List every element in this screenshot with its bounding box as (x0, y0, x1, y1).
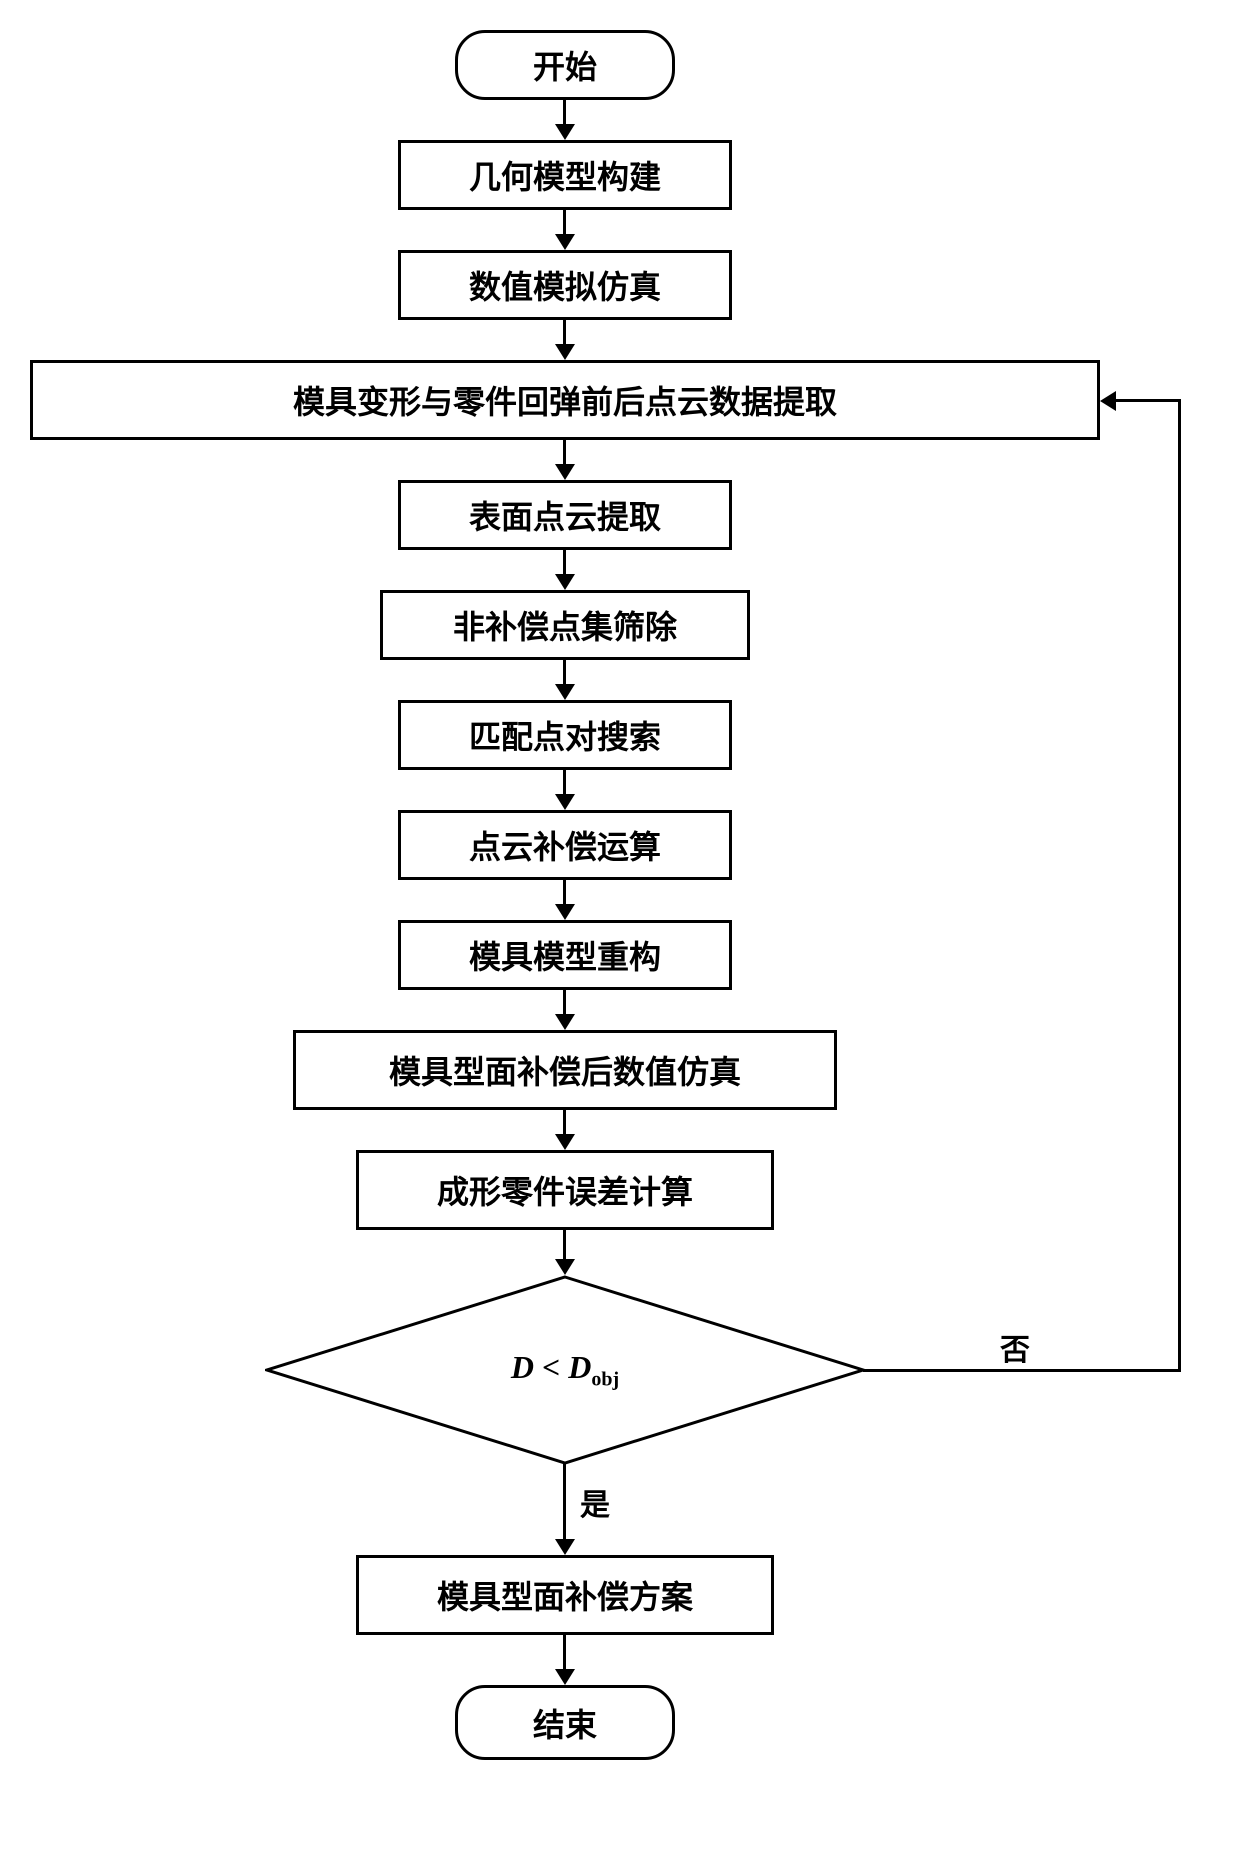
node-noncomp-filter-label: 非补偿点集筛除 (453, 602, 677, 648)
node-end: 结束 (455, 1685, 675, 1760)
edge-n8-n9-head (555, 1014, 575, 1030)
node-match-search-label: 匹配点对搜索 (469, 712, 661, 758)
node-error-calc-label: 成形零件误差计算 (437, 1167, 693, 1213)
edge-n6-n7-head (555, 794, 575, 810)
edge-n5-n6-head (555, 684, 575, 700)
node-comp-compute-label: 点云补偿运算 (469, 822, 661, 868)
edge-n9-n10-head (555, 1134, 575, 1150)
edge-n1-n2-head (555, 234, 575, 250)
node-mold-rebuild: 模具模型重构 (398, 920, 732, 990)
node-comp-scheme: 模具型面补偿方案 (356, 1555, 774, 1635)
edge-n3-n4-head (555, 464, 575, 480)
node-comp-scheme-label: 模具型面补偿方案 (437, 1572, 693, 1618)
edge-no-seg1 (863, 1369, 1181, 1372)
edge-n4-n5-head (555, 574, 575, 590)
edge-yes-label: 是 (580, 1480, 610, 1524)
edge-no-seg2 (1178, 399, 1181, 1372)
edge-n11-end (563, 1635, 566, 1673)
edge-no-head (1100, 391, 1116, 411)
edge-decision-n11-head (555, 1539, 575, 1555)
node-post-sim-label: 模具型面补偿后数值仿真 (389, 1047, 741, 1093)
node-pointcloud-extract: 模具变形与零件回弹前后点云数据提取 (30, 360, 1100, 440)
node-end-label: 结束 (533, 1700, 597, 1746)
edge-start-n1-head (555, 124, 575, 140)
node-mold-rebuild-label: 模具模型重构 (469, 932, 661, 978)
edge-decision-n11 (563, 1463, 566, 1543)
node-post-sim: 模具型面补偿后数值仿真 (293, 1030, 837, 1110)
flowchart-container: 开始 几何模型构建 数值模拟仿真 模具变形与零件回弹前后点云数据提取 表面点云提… (0, 0, 1240, 1866)
edge-n11-end-head (555, 1669, 575, 1685)
edge-n2-n3-head (555, 344, 575, 360)
node-geometry-build: 几何模型构建 (398, 140, 732, 210)
node-match-search: 匹配点对搜索 (398, 700, 732, 770)
node-surface-extract-label: 表面点云提取 (469, 492, 661, 538)
node-start-label: 开始 (533, 42, 597, 88)
edge-no-seg3 (1113, 399, 1181, 402)
node-simulation: 数值模拟仿真 (398, 250, 732, 320)
node-comp-compute: 点云补偿运算 (398, 810, 732, 880)
edge-n7-n8-head (555, 904, 575, 920)
edge-n10-decision-head (555, 1259, 575, 1275)
node-geometry-build-label: 几何模型构建 (469, 152, 661, 198)
edge-no-label: 否 (1000, 1325, 1030, 1369)
node-error-calc: 成形零件误差计算 (356, 1150, 774, 1230)
node-surface-extract: 表面点云提取 (398, 480, 732, 550)
node-pointcloud-extract-label: 模具变形与零件回弹前后点云数据提取 (293, 377, 837, 423)
node-simulation-label: 数值模拟仿真 (469, 262, 661, 308)
node-decision-label: D < Dobj (511, 1349, 619, 1391)
node-decision: D < Dobj (265, 1275, 865, 1465)
node-noncomp-filter: 非补偿点集筛除 (380, 590, 750, 660)
node-start: 开始 (455, 30, 675, 100)
